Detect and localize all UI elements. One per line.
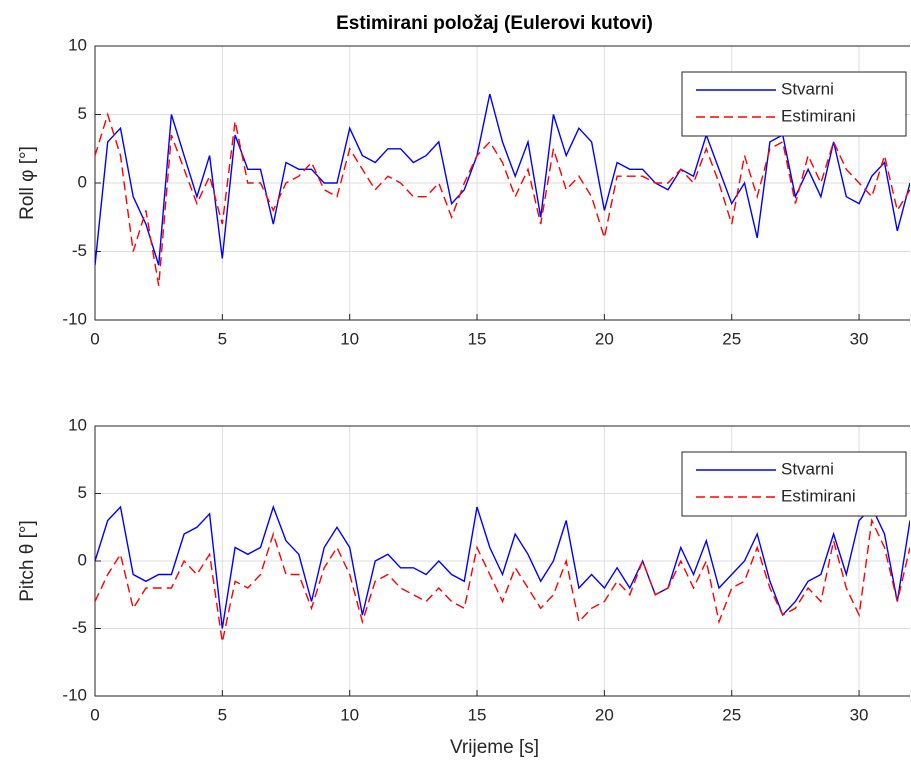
x-tick-label: 10	[340, 705, 359, 724]
x-tick-label: 10	[340, 329, 359, 348]
x-tick-label: 0	[90, 705, 99, 724]
x-tick-label: 30	[850, 705, 869, 724]
x-tick-label: 25	[722, 329, 741, 348]
legend-label: Estimirani	[781, 486, 856, 505]
x-tick-label: 15	[468, 705, 487, 724]
legend-label: Stvarni	[781, 79, 834, 98]
y-tick-label: 0	[78, 550, 87, 569]
series-line	[95, 518, 910, 643]
y-tick-label: 10	[68, 415, 87, 434]
x-tick-label: 5	[218, 329, 227, 348]
x-tick-label: 0	[90, 329, 99, 348]
x-tick-label: 15	[468, 329, 487, 348]
y-tick-label: -10	[62, 309, 87, 328]
y-tick-label: 10	[68, 35, 87, 54]
chart-title: Estimirani položaj (Eulerovi kutovi)	[336, 13, 653, 34]
series-line	[95, 112, 910, 286]
y-tick-label: -5	[72, 241, 87, 260]
legend-box	[681, 451, 907, 517]
x-tick-label: 30	[850, 329, 869, 348]
y-tick-label: -10	[62, 685, 87, 704]
axes-frame	[94, 45, 910, 321]
y-tick-label: 5	[78, 483, 87, 502]
x-tick-label: 25	[722, 705, 741, 724]
legend-label: Estimirani	[781, 106, 856, 125]
x-tick-label: 20	[595, 705, 614, 724]
y-axis-label: Roll φ [°]	[17, 146, 38, 220]
x-tick-label: 20	[595, 329, 614, 348]
x-axis-label: Vrijeme [s]	[450, 737, 539, 758]
legend-label: Stvarni	[781, 459, 834, 478]
y-tick-label: -5	[72, 618, 87, 637]
y-tick-label: 0	[78, 172, 87, 191]
legend-box	[681, 71, 907, 137]
y-tick-label: 5	[78, 104, 87, 123]
series-line	[95, 93, 910, 266]
series-line	[95, 504, 910, 629]
x-tick-label: 5	[218, 705, 227, 724]
y-axis-label: Pitch θ [°]	[17, 520, 38, 602]
